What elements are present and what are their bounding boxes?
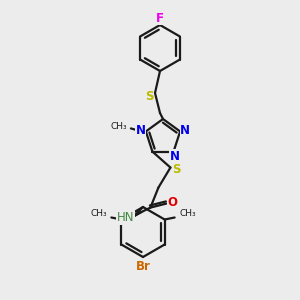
Text: S: S: [172, 163, 181, 176]
Text: HN: HN: [117, 211, 134, 224]
Text: CH₃: CH₃: [111, 122, 127, 131]
Text: Br: Br: [136, 260, 150, 272]
Text: F: F: [156, 11, 164, 25]
Text: N: N: [169, 150, 180, 163]
Text: N: N: [136, 124, 146, 137]
Text: S: S: [145, 91, 153, 103]
Text: O: O: [167, 196, 177, 209]
Text: N: N: [180, 124, 190, 137]
Text: CH₃: CH₃: [179, 209, 196, 218]
Text: CH₃: CH₃: [90, 209, 107, 218]
